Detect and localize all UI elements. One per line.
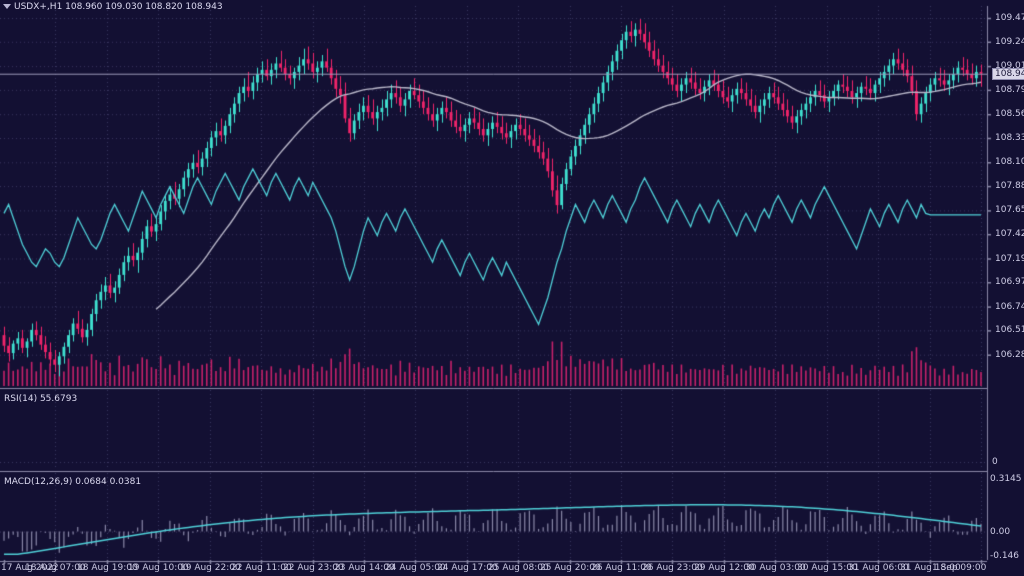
price-axis-label: 106.740 <box>995 301 1024 312</box>
time-axis-label: 26 Aug 23:00 <box>642 563 703 573</box>
macd-axis-label: 0.00 <box>990 526 1011 537</box>
price-axis-label: 107.195 <box>995 253 1024 264</box>
price-axis-label: 107.425 <box>995 229 1024 240</box>
time-axis-label: 1 Sep 09:00 <box>932 563 987 573</box>
price-axis-label: 106.970 <box>995 277 1024 288</box>
price-axis-label: 109.015 <box>995 61 1024 72</box>
rsi-indicator-label: RSI(14) 55.6793 <box>4 394 78 404</box>
rsi-axis-label: 0 <box>992 457 998 467</box>
macd-axis-label: -0.146 <box>990 551 1020 561</box>
time-axis-label: 30 Aug 15:00 <box>797 563 858 573</box>
time-axis-label: 25 Aug 08:00 <box>488 563 549 573</box>
price-axis-label: 109.245 <box>995 36 1024 47</box>
current-price-badge: 108.943 <box>992 67 1024 80</box>
price-axis-label: 107.880 <box>995 181 1024 192</box>
price-axis-label: 106.285 <box>995 349 1024 360</box>
price-axis-label: 106.515 <box>995 325 1024 336</box>
time-axis-label: 22 Aug 23:00 <box>283 563 344 573</box>
price-axis-label: 108.560 <box>995 109 1024 120</box>
price-axis-label: 109.470 <box>995 13 1024 23</box>
time-axis-label: 31 Aug 06:00 <box>848 563 909 573</box>
macd-axis-label: 0.3145 <box>990 474 1022 484</box>
time-axis-label: 24 Aug 05:00 <box>385 563 446 573</box>
time-axis-label: 24 Aug 17:00 <box>437 563 498 573</box>
time-axis-label: 23 Aug 14:00 <box>334 563 395 573</box>
time-axis-label: 19 Aug 10:00 <box>128 563 189 573</box>
time-axis-label: 18 Aug 07:00 <box>25 563 86 573</box>
time-axis-label: 18 Aug 19:00 <box>77 563 138 573</box>
chevron-down-icon[interactable] <box>3 4 11 9</box>
price-axis-label: 108.105 <box>995 157 1024 168</box>
time-axis-label: 17 Aug 2022 <box>1 563 59 573</box>
time-axis-label: 22 Aug 11:00 <box>231 563 292 573</box>
time-axis-label: 26 Aug 11:00 <box>591 563 652 573</box>
macd-indicator-label: MACD(12,26,9) 0.0684 0.0381 <box>4 477 142 487</box>
price-axis-label: 108.335 <box>995 132 1024 143</box>
price-axis-label: 108.790 <box>995 84 1024 95</box>
time-axis-label: 25 Aug 20:00 <box>540 563 601 573</box>
symbol-header: USDX+,H1 108.960 109.030 108.820 108.943 <box>14 2 223 12</box>
price-axis-label: 107.650 <box>995 205 1024 216</box>
time-axis-label: 30 Aug 03:00 <box>745 563 806 573</box>
time-axis-label: 31 Aug 18:00 <box>900 563 961 573</box>
time-axis-label: 19 Aug 22:00 <box>180 563 241 573</box>
time-axis-label: 29 Aug 12:00 <box>694 563 755 573</box>
